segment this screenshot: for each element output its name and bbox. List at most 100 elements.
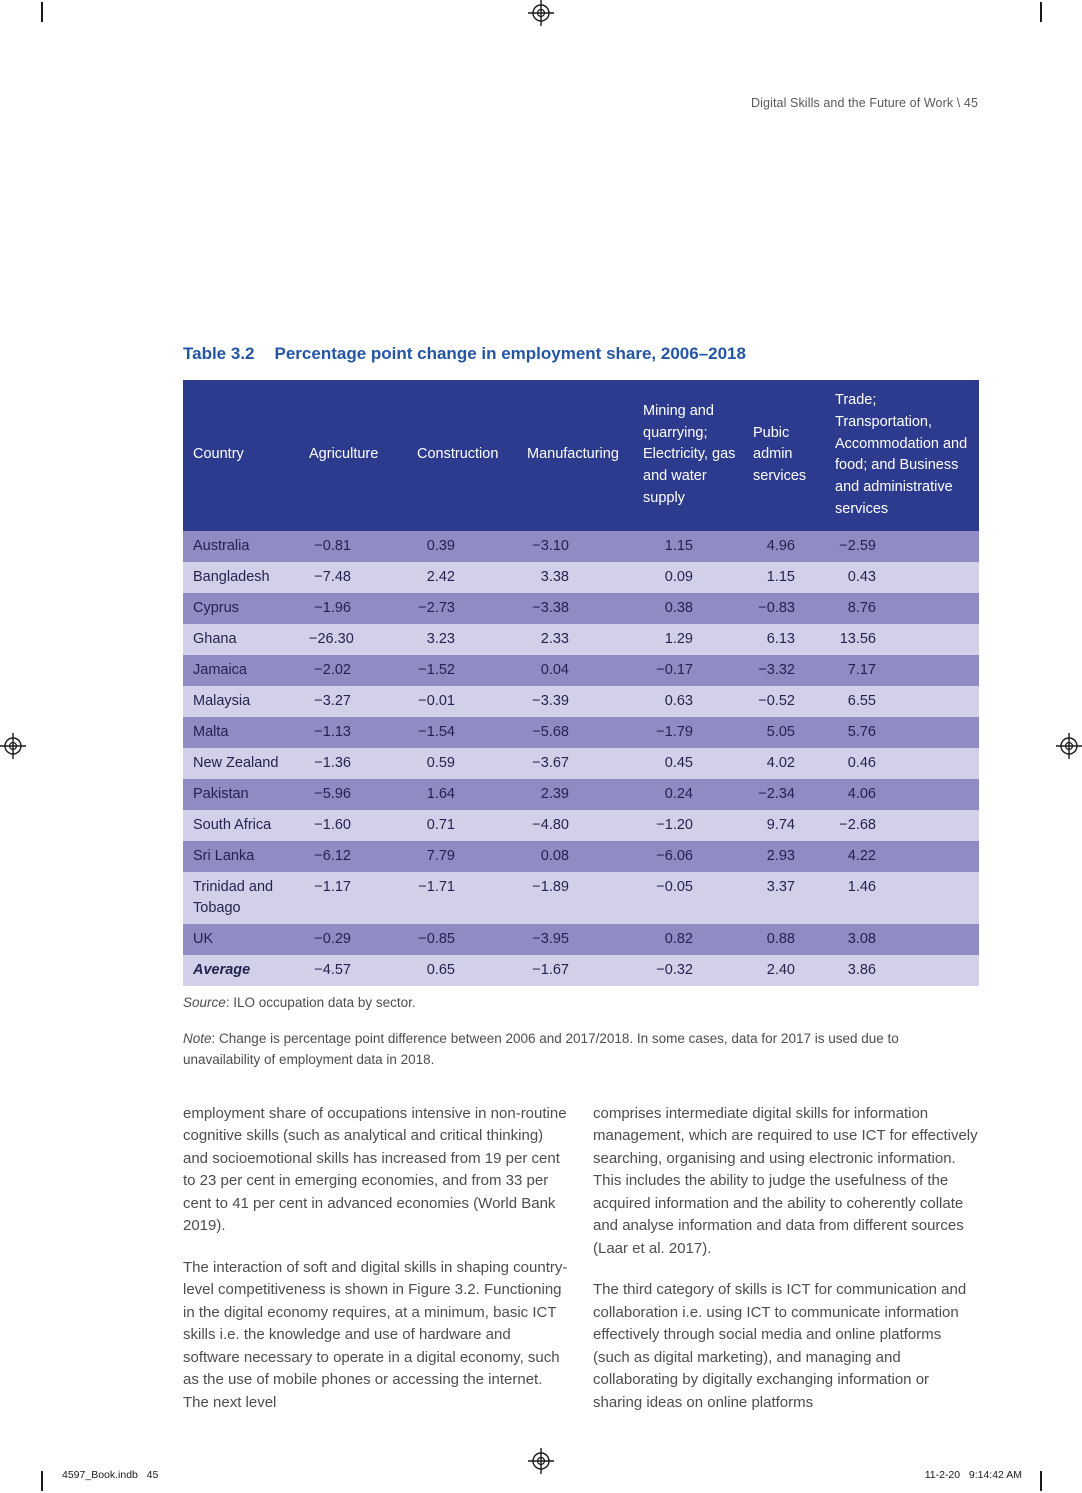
table-row: Sri Lanka −6.12 7.79 0.08 −6.06 2.93 4.22 <box>183 840 979 872</box>
value-cell: −3.27 <box>314 692 351 709</box>
value-cell: 2.42 <box>426 568 455 585</box>
column-header: Manufacturing <box>519 380 635 531</box>
value-cell: −1.79 <box>656 723 693 740</box>
table-row: Malaysia −3.27 −0.01 −3.39 0.63 −0.52 6.55 <box>183 685 979 717</box>
paragraph: The interaction of soft and digital skil… <box>183 1258 568 1411</box>
value-cell: 3.38 <box>540 568 569 585</box>
paragraph: employment share of occupations intensiv… <box>183 1104 567 1235</box>
value-cell: −3.10 <box>532 537 569 554</box>
value-cell: −0.29 <box>314 930 351 947</box>
value-cell: −5.68 <box>532 723 569 740</box>
value-cell: 2.39 <box>540 785 569 802</box>
value-cell: 4.22 <box>847 847 876 864</box>
table-row: Bangladesh −7.48 2.42 3.38 0.09 1.15 0.43 <box>183 561 979 593</box>
country-cell: Malta <box>193 723 229 740</box>
crop-mark-top-left <box>41 2 43 22</box>
value-cell: −0.05 <box>656 878 693 895</box>
value-cell: −1.67 <box>532 961 569 978</box>
table-row: South Africa −1.60 0.71 −4.80 −1.20 9.74 −2.68 <box>183 809 979 841</box>
value-cell: 0.08 <box>540 847 569 864</box>
right-column: comprises intermediate digital skills fo… <box>593 1103 979 1434</box>
table-row: Ghana −26.30 3.23 2.33 1.29 6.13 13.56 <box>183 623 979 655</box>
value-cell: 0.38 <box>664 599 693 616</box>
value-cell: −4.80 <box>532 816 569 833</box>
source-text: : ILO occupation data by sector. <box>225 994 416 1010</box>
value-cell: −3.39 <box>532 692 569 709</box>
value-cell: 3.08 <box>847 930 876 947</box>
country-cell: Australia <box>193 537 250 554</box>
running-header: Digital Skills and the Future of Work \ … <box>751 96 978 110</box>
value-cell: −2.34 <box>758 785 795 802</box>
table-row: Pakistan −5.96 1.64 2.39 0.24 −2.34 4.06 <box>183 778 979 810</box>
note-text: : Change is percentage point difference … <box>183 1030 899 1067</box>
value-cell: −1.20 <box>656 816 693 833</box>
value-cell: 2.33 <box>540 630 569 647</box>
value-cell: 6.55 <box>847 692 876 709</box>
registration-mark-left <box>0 733 26 759</box>
value-cell: 1.46 <box>847 878 876 895</box>
table-row: Australia −0.81 0.39 −3.10 1.15 4.96 −2.59 <box>183 530 979 562</box>
paragraph: The third category of skills is ICT for … <box>593 1281 967 1411</box>
registration-mark-bottom <box>528 1448 554 1474</box>
value-cell: −7.48 <box>314 568 351 585</box>
value-cell: 2.93 <box>766 847 795 864</box>
value-cell: 0.71 <box>426 816 455 833</box>
value-cell: −3.67 <box>532 754 569 771</box>
table-caption: Percentage point change in employment sh… <box>274 344 746 363</box>
table-row: Trinidad and Tobago −1.17 −1.71 −1.89 −0.05 3… <box>183 871 979 924</box>
column-header: Trade; Transportation, Accommodation and… <box>827 380 979 531</box>
table-note: Note: Change is percentage point differe… <box>183 1029 979 1071</box>
value-cell: −0.32 <box>656 961 693 978</box>
paragraph: comprises intermediate digital skills fo… <box>593 1104 978 1257</box>
table-title: Table 3.2 Percentage point change in empl… <box>183 344 979 364</box>
value-cell: 4.06 <box>847 785 876 802</box>
value-cell: −1.54 <box>418 723 455 740</box>
value-cell: −2.68 <box>839 816 876 833</box>
country-cell: South Africa <box>193 816 272 833</box>
country-cell: Average <box>193 961 251 978</box>
country-cell: Malaysia <box>193 692 251 709</box>
value-cell: 4.02 <box>766 754 795 771</box>
value-cell: 7.17 <box>847 661 876 678</box>
registration-mark-right <box>1056 733 1082 759</box>
value-cell: 3.37 <box>766 878 795 895</box>
value-cell: −0.52 <box>758 692 795 709</box>
value-cell: 0.46 <box>847 754 876 771</box>
value-cell: −1.36 <box>314 754 351 771</box>
value-cell: −1.71 <box>418 878 455 895</box>
crop-mark-bottom-right <box>1040 1471 1042 1491</box>
column-header: Agriculture <box>301 380 409 531</box>
country-cell: Sri Lanka <box>193 847 255 864</box>
column-header: Country <box>183 380 301 531</box>
value-cell: −3.32 <box>758 661 795 678</box>
value-cell: 0.45 <box>664 754 693 771</box>
value-cell: −0.81 <box>314 537 351 554</box>
value-cell: 0.04 <box>540 661 569 678</box>
value-cell: 0.43 <box>847 568 876 585</box>
column-header: Mining and quarrying; Electricity, gas a… <box>635 380 745 531</box>
value-cell: −2.59 <box>839 537 876 554</box>
value-cell: 3.86 <box>847 961 876 978</box>
value-cell: 9.74 <box>766 816 795 833</box>
country-cell: UK <box>193 930 214 947</box>
value-cell: −2.73 <box>418 599 455 616</box>
country-cell: Bangladesh <box>193 568 270 585</box>
value-cell: −1.17 <box>314 878 351 895</box>
value-cell: −6.06 <box>656 847 693 864</box>
value-cell: −26.30 <box>309 630 354 647</box>
value-cell: 8.76 <box>847 599 876 616</box>
value-cell: −3.95 <box>532 930 569 947</box>
value-cell: 5.05 <box>766 723 795 740</box>
country-cell: Trinidad and Tobago <box>193 878 274 916</box>
value-cell: 4.96 <box>766 537 795 554</box>
value-cell: −1.13 <box>314 723 351 740</box>
value-cell: −3.38 <box>532 599 569 616</box>
country-cell: Ghana <box>193 630 237 647</box>
country-cell: Jamaica <box>193 661 247 678</box>
registration-mark-top <box>528 0 554 26</box>
value-cell: 1.15 <box>766 568 795 585</box>
table-row: Malta −1.13 −1.54 −5.68 −1.79 5.05 5.76 <box>183 716 979 748</box>
value-cell: 2.40 <box>766 961 795 978</box>
value-cell: 0.82 <box>664 930 693 947</box>
value-cell: 1.15 <box>664 537 693 554</box>
